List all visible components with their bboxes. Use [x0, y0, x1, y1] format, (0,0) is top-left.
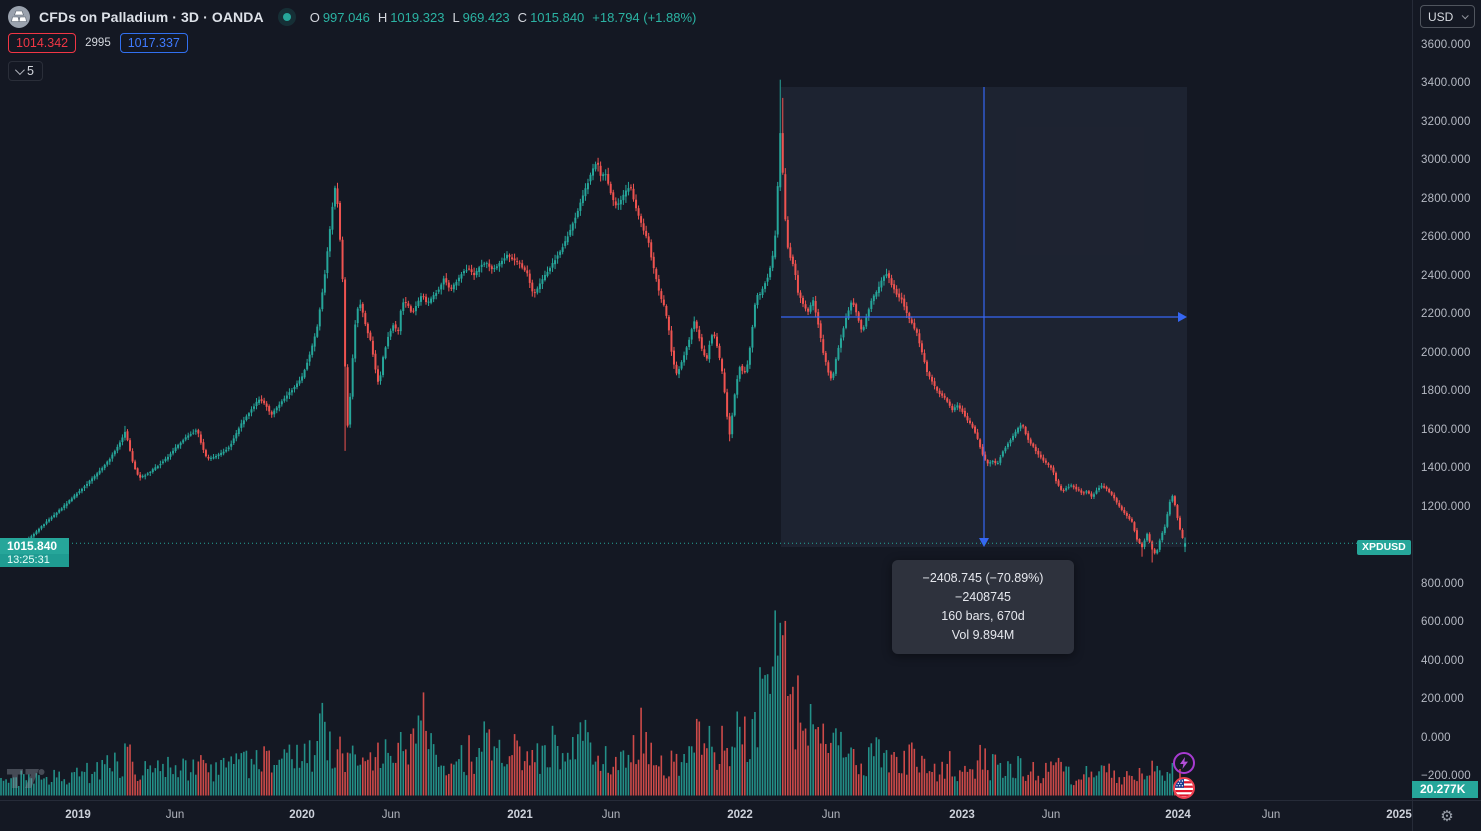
last-price-axis-label: 1015.840 13:25:31 — [0, 538, 69, 567]
price-tick: 3400.000 — [1421, 77, 1471, 90]
price-tick: 1800.000 — [1421, 385, 1471, 398]
ohlc-values: O 997.046 H 1019.323 L 969.423 C 1015.84… — [310, 10, 697, 25]
time-axis-label: 2024 — [1165, 809, 1191, 821]
us-economic-event-icon[interactable] — [1173, 777, 1195, 799]
currency-dropdown[interactable]: USD — [1420, 5, 1475, 28]
price-tick: 3200.000 — [1421, 115, 1471, 128]
close-value: 1015.840 — [530, 9, 585, 25]
price-tick: 2000.000 — [1421, 346, 1471, 359]
price-tick: 0.000 — [1421, 731, 1451, 744]
time-axis-label: Jun — [1041, 809, 1061, 821]
symbol-price-badge: XPDUSD — [1357, 540, 1411, 555]
price-tick: 1600.000 — [1421, 423, 1471, 436]
price-tick: 2800.000 — [1421, 192, 1471, 205]
collapsed-drawings-button[interactable]: 5 — [8, 61, 43, 81]
time-axis-label: 2019 — [65, 809, 91, 821]
close-label: C — [517, 9, 528, 25]
price-tick: 1400.000 — [1421, 462, 1471, 475]
high-value: 1019.323 — [390, 9, 445, 25]
measure-price-change: −2408.745 (−70.89%) −2408745 — [922, 571, 1044, 604]
axis-settings-corner[interactable]: ⚙ — [1412, 800, 1481, 831]
time-axis-label: Jun — [1261, 809, 1281, 821]
object-tree-collapsed: 5 — [8, 61, 43, 81]
chevron-down-icon — [1461, 12, 1469, 20]
last-price-value: 1015.840 — [0, 538, 69, 554]
time-axis-label: Jun — [821, 809, 841, 821]
price-axis[interactable]: USD 3600.000 3400.000 3200.000 3000.000 2800… — [1412, 0, 1481, 800]
price-tick: 3000.000 — [1421, 154, 1471, 167]
low-label: L — [452, 9, 460, 25]
low-value: 969.423 — [462, 9, 510, 25]
time-axis-label: 2022 — [727, 809, 753, 821]
symbol-title[interactable]: CFDs on Palladium · 3D · OANDA — [39, 9, 264, 25]
price-tick: 600.000 — [1421, 616, 1464, 629]
tradingview-logo-icon[interactable] — [7, 769, 45, 798]
time-axis-label: Jun — [165, 809, 185, 821]
time-axis-label: 2020 — [289, 809, 315, 821]
buy-button[interactable]: 1017.337 — [119, 33, 188, 53]
time-axis-label: Jun — [601, 809, 621, 821]
time-axis-label: 2021 — [507, 809, 533, 821]
price-tick: 2400.000 — [1421, 269, 1471, 282]
time-axis-label: 2025 — [1386, 809, 1412, 821]
price-tick: 200.000 — [1421, 693, 1464, 706]
bid-ask-row: 1014.342 2995 1017.337 — [8, 32, 188, 54]
price-tick: 3600.000 — [1421, 39, 1471, 51]
market-status-icon[interactable] — [277, 8, 296, 26]
time-axis-label: Jun — [381, 809, 401, 821]
economic-events-icon[interactable] — [1173, 752, 1195, 774]
price-tick: −200.000 — [1421, 769, 1471, 782]
collapsed-count: 5 — [27, 64, 34, 78]
high-label: H — [377, 9, 388, 25]
time-axis[interactable]: 2019 Jun 2020 Jun 2021 Jun 2022 Jun 2023 Jun 2024 J… — [0, 800, 1412, 831]
price-tick: 800.000 — [1421, 577, 1464, 590]
symbol-header: CFDs on Palladium · 3D · OANDA O 997.046… — [8, 5, 696, 29]
measure-volume: Vol 9.894M — [951, 628, 1015, 642]
sell-button[interactable]: 1014.342 — [8, 33, 77, 53]
gear-icon[interactable]: ⚙ — [1440, 808, 1454, 825]
open-label: O — [309, 9, 320, 25]
time-axis-label: 2023 — [949, 809, 975, 821]
price-tick: 1200.000 — [1421, 500, 1471, 513]
chevron-down-icon — [14, 64, 25, 75]
currency-value: USD — [1428, 9, 1454, 24]
price-tick: 400.000 — [1421, 654, 1464, 667]
volume-axis-label: 20.277K — [1412, 781, 1478, 798]
chart-pane[interactable] — [0, 0, 1412, 800]
measure-tooltip: −2408.745 (−70.89%) −2408745 160 bars, 6… — [892, 560, 1074, 654]
open-value: 997.046 — [322, 9, 370, 25]
bar-countdown: 13:25:31 — [0, 554, 69, 567]
candlestick-chart[interactable] — [0, 0, 1412, 800]
measure-bar-count: 160 bars, 670d — [941, 609, 1025, 623]
price-tick: 2200.000 — [1421, 308, 1471, 321]
palladium-symbol-logo-icon[interactable] — [8, 6, 30, 28]
change-value: +18.794 (+1.88%) — [592, 9, 697, 25]
spread-value: 2995 — [85, 37, 111, 49]
price-tick: 2600.000 — [1421, 231, 1471, 244]
